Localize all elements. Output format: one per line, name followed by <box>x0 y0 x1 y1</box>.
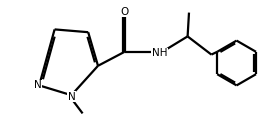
Text: O: O <box>120 7 129 17</box>
Text: N: N <box>67 92 75 102</box>
Text: N: N <box>34 80 42 90</box>
Text: NH: NH <box>152 48 167 58</box>
